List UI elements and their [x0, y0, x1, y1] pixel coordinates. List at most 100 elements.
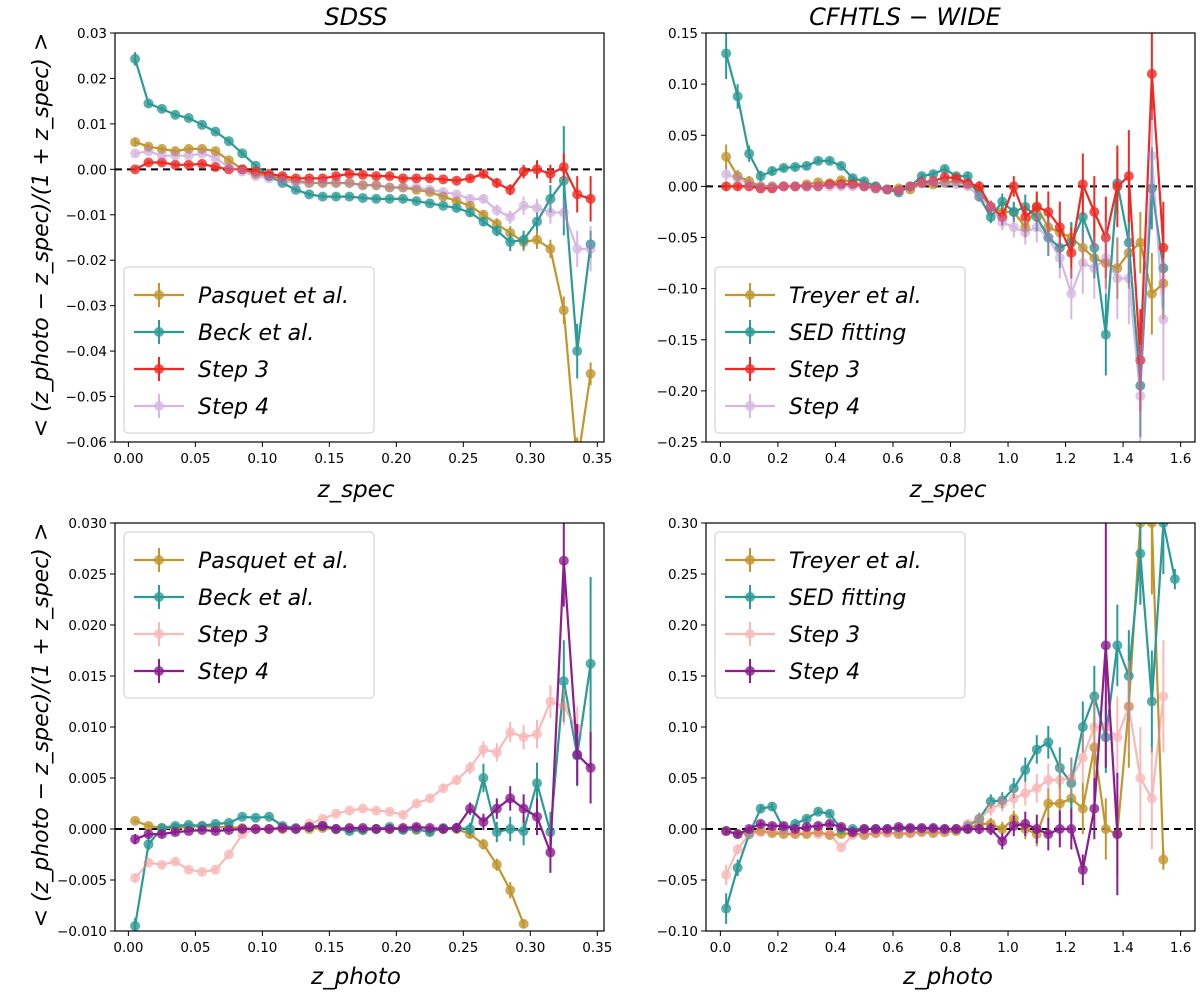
data-point — [1066, 248, 1076, 258]
data-point — [963, 824, 973, 834]
y-tick-label: −0.10 — [657, 282, 698, 298]
data-point — [733, 829, 743, 839]
data-point — [184, 865, 194, 875]
data-point — [1020, 819, 1030, 829]
data-point — [721, 904, 731, 914]
data-point — [721, 169, 731, 179]
data-point — [143, 858, 153, 868]
data-point — [385, 183, 395, 193]
data-point — [318, 821, 328, 831]
data-point — [465, 763, 475, 773]
data-point — [358, 170, 368, 180]
data-point — [398, 823, 408, 833]
data-point — [721, 181, 731, 191]
data-point — [1101, 330, 1111, 340]
data-point — [721, 152, 731, 162]
data-point — [237, 148, 247, 158]
data-point — [358, 823, 368, 833]
data-point — [848, 827, 858, 837]
data-point — [997, 799, 1007, 809]
y-tick-label: 0.30 — [668, 516, 698, 532]
data-point — [1147, 697, 1157, 707]
panel-sdss-zphoto: 0.00 0.05 0.10 0.15 0.20 0.25 0.30 0.350.0300.0… — [29, 515, 612, 990]
data-point — [756, 181, 766, 191]
x-tick-label: 1.0 — [997, 451, 1018, 467]
data-point — [572, 244, 582, 254]
data-point — [452, 775, 462, 785]
data-point — [143, 829, 153, 839]
data-point — [721, 826, 731, 836]
legend-label: SED fitting — [789, 321, 906, 346]
data-point — [532, 203, 542, 213]
y-tick-label: −0.03 — [66, 299, 107, 315]
data-point — [344, 823, 354, 833]
data-point — [825, 829, 835, 839]
data-point — [744, 149, 754, 159]
legend-label: Step 4 — [789, 395, 860, 420]
data-point — [291, 824, 301, 834]
data-point — [813, 807, 823, 817]
x-tick-label: 0.6 — [882, 451, 903, 467]
x-tick-label: 0.2 — [767, 451, 788, 467]
x-tick-label: 0.15 — [314, 451, 344, 467]
data-point — [744, 824, 754, 834]
x-tick-label: 1.0 — [997, 940, 1018, 956]
series-line — [135, 821, 523, 924]
panel-title: SDSS — [324, 3, 387, 31]
data-point — [170, 827, 180, 837]
data-point — [559, 676, 569, 686]
x-axis-label: z_photo — [902, 964, 993, 990]
data-point — [733, 91, 743, 101]
data-point — [210, 826, 220, 836]
y-axis-label: < (z_photo − z_spec)/(1 + z_spec) > — [29, 33, 54, 438]
data-point — [559, 305, 569, 315]
data-point — [505, 793, 515, 803]
data-point — [836, 181, 846, 191]
data-point — [331, 192, 341, 202]
data-point — [1078, 865, 1088, 875]
data-point — [130, 921, 140, 931]
y-tick-label: −0.06 — [66, 435, 107, 451]
data-point — [559, 702, 569, 712]
data-point — [882, 824, 892, 834]
data-point — [836, 822, 846, 832]
data-point — [184, 113, 194, 123]
data-point — [478, 217, 488, 227]
data-point — [1066, 289, 1076, 299]
data-point — [532, 729, 542, 739]
y-tick-label: 0.00 — [668, 179, 698, 195]
data-point — [802, 161, 812, 171]
data-point — [1020, 788, 1030, 798]
data-point — [385, 171, 395, 181]
data-point — [304, 178, 314, 188]
figure: SDSS 0.00 0.05 0.10 0.15 0.20 0.25 0.30 0.350.0… — [0, 0, 1200, 995]
y-tick-label: 0.15 — [668, 26, 698, 42]
data-point — [210, 865, 220, 875]
data-point — [1055, 775, 1065, 785]
data-point — [940, 824, 950, 834]
data-point — [974, 192, 984, 202]
data-point — [1089, 207, 1099, 217]
x-tick-label: 0.10 — [247, 451, 277, 467]
x-tick-label: 0.10 — [247, 940, 277, 956]
data-point — [1124, 171, 1134, 181]
x-tick-label: 0.30 — [515, 451, 545, 467]
data-point — [802, 181, 812, 191]
series-line — [135, 664, 590, 926]
data-point — [859, 824, 869, 834]
data-point — [358, 804, 368, 814]
data-point — [465, 173, 475, 183]
data-point — [478, 169, 488, 179]
data-point — [1043, 799, 1053, 809]
data-point — [1078, 804, 1088, 814]
legend: Treyer et al.SED fittingStep 3Step 4 — [715, 532, 965, 698]
data-point — [371, 824, 381, 834]
data-point — [411, 196, 421, 206]
data-point — [997, 836, 1007, 846]
data-point — [1078, 753, 1088, 763]
data-point — [779, 163, 789, 173]
data-point — [559, 556, 569, 566]
data-point — [848, 181, 858, 191]
data-point — [1043, 775, 1053, 785]
data-point — [532, 164, 542, 174]
